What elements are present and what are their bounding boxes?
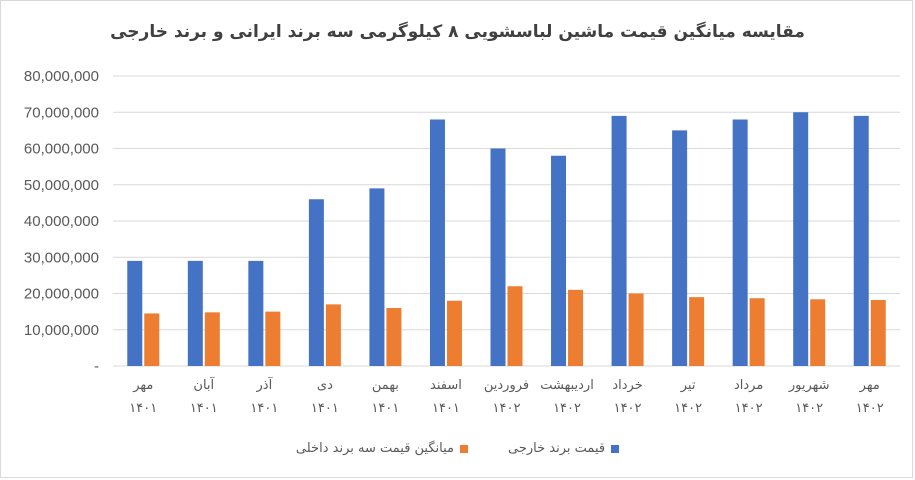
bar-foreign-brand <box>248 260 264 366</box>
x-category-year: ۱۴۰۲ <box>795 401 823 416</box>
x-category-year: ۱۴۰۱ <box>311 401 339 416</box>
x-category-year: ۱۴۰۲ <box>614 401 642 416</box>
x-category-month: مهر <box>132 378 153 393</box>
bar-domestic-average <box>446 300 462 366</box>
x-category-year: ۱۴۰۲ <box>856 401 884 416</box>
x-category-month: آبان <box>193 376 215 393</box>
bar-domestic-average <box>628 293 644 366</box>
bar-foreign-brand <box>611 115 627 366</box>
x-category-month: اسفند <box>430 378 462 393</box>
legend-swatch-domestic <box>460 444 469 453</box>
x-category-year: ۱۴۰۲ <box>735 401 763 416</box>
bar-foreign-brand <box>308 199 324 366</box>
bars <box>127 112 886 366</box>
legend-swatch-foreign <box>611 444 620 453</box>
chart-title: مقایسه میانگین قیمت ماشین لباسشویی ۸ کیل… <box>110 22 805 42</box>
x-category-year: ۱۴۰۱ <box>371 401 399 416</box>
x-category-month: خرداد <box>612 378 642 393</box>
legend-item-domestic: میانگین قیمت سه برند داخلی <box>295 441 469 456</box>
bar-foreign-brand <box>429 119 445 366</box>
y-tick-label: 70,000,000 <box>24 104 99 121</box>
bar-domestic-average <box>386 308 402 366</box>
x-category-month: آذر <box>256 376 274 393</box>
y-tick-label: 60,000,000 <box>24 141 99 158</box>
bar-foreign-brand <box>187 260 203 366</box>
x-category-year: ۱۴۰۲ <box>674 401 702 416</box>
x-category-year: ۱۴۰۲ <box>553 401 581 416</box>
bar-foreign-brand <box>672 130 688 366</box>
x-category-month: مهر <box>859 378 880 393</box>
bar-foreign-brand <box>732 119 748 366</box>
y-tick-label: 50,000,000 <box>24 177 99 194</box>
y-tick-label: 80,000,000 <box>24 68 99 85</box>
legend-item-foreign: قیمت برند خارجی <box>508 441 620 456</box>
x-category-year: ۱۴۰۱ <box>432 401 460 416</box>
y-tick-label: 20,000,000 <box>24 286 99 303</box>
x-category-month: مرداد <box>734 378 763 393</box>
bar-domestic-average <box>870 300 886 366</box>
x-category-year: ۱۴۰۱ <box>250 401 278 416</box>
y-tick-label: 30,000,000 <box>24 249 99 266</box>
bar-foreign-brand <box>551 155 567 366</box>
legend-label-foreign: قیمت برند خارجی <box>508 441 606 456</box>
x-category-year: ۱۴۰۱ <box>190 401 218 416</box>
bar-domestic-average <box>810 299 826 366</box>
bar-domestic-average <box>507 286 523 366</box>
x-category-month: دی <box>317 378 333 393</box>
y-tick-label: 10,000,000 <box>24 322 99 339</box>
x-category-month: بهمن <box>372 378 399 393</box>
bar-foreign-brand <box>793 112 809 366</box>
x-category-year: ۱۴۰۲ <box>493 401 521 416</box>
bar-domestic-average <box>749 298 765 366</box>
bar-domestic-average <box>689 297 705 366</box>
y-tick-label: - <box>94 358 99 375</box>
legend-label-domestic: میانگین قیمت سه برند داخلی <box>295 441 455 456</box>
x-category-month: تیر <box>680 378 696 393</box>
x-category-month: اردیبهشت <box>540 378 594 393</box>
legend: قیمت برند خارجی میانگین قیمت سه برند داخ… <box>0 441 915 456</box>
x-axis-categories: مهر ۱۴۰۱ آبان ۱۴۰۱ آذر ۱۴۰۱ دی ۱۴۰۱ بهمن ۱۴۰۱ اسفن… <box>129 376 883 416</box>
bar-domestic-average <box>204 312 220 366</box>
gridlines <box>113 75 900 367</box>
bar-domestic-average <box>325 304 341 366</box>
bar-domestic-average <box>144 313 160 366</box>
y-tick-label: 40,000,000 <box>24 213 99 230</box>
bar-foreign-brand <box>490 148 506 366</box>
y-axis-ticks: - 10,000,000 20,000,000 30,000,000 40,000,00… <box>24 68 99 375</box>
bar-foreign-brand <box>853 115 869 366</box>
bar-foreign-brand <box>127 260 143 366</box>
bar-domestic-average <box>568 289 584 366</box>
x-category-month: فروردین <box>484 378 529 393</box>
bar-domestic-average <box>265 311 281 366</box>
bar-foreign-brand <box>369 188 385 366</box>
x-category-year: ۱۴۰۱ <box>129 401 157 416</box>
x-category-month: شهریور <box>788 378 830 393</box>
